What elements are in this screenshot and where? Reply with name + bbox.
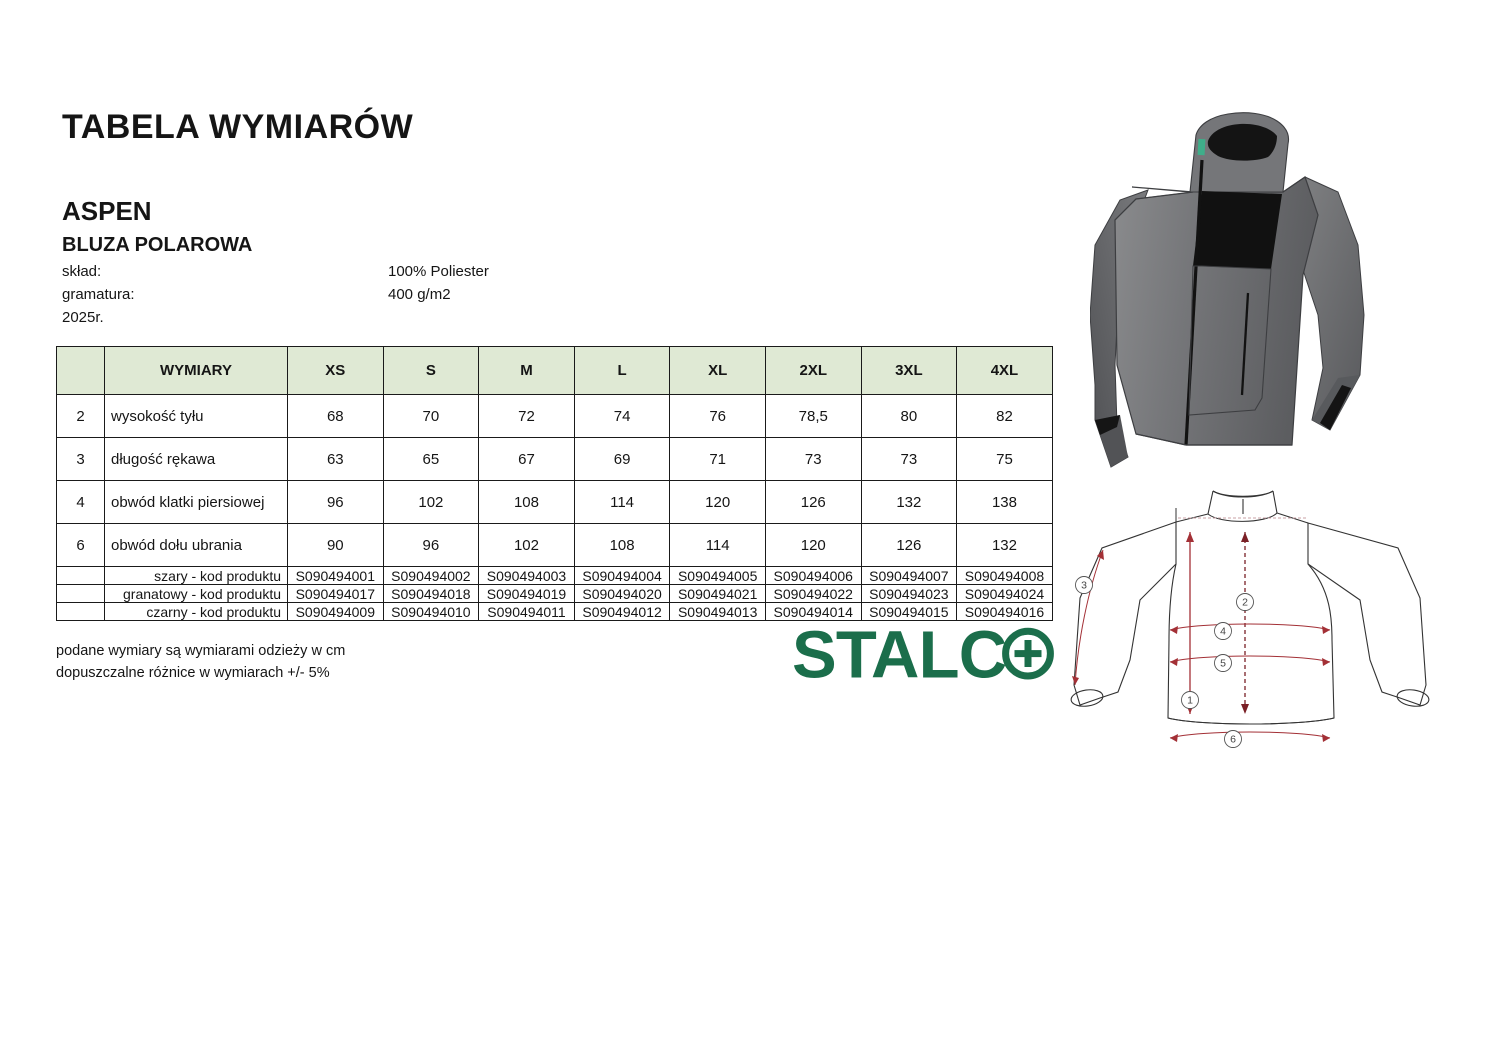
svg-text:3: 3 <box>1081 580 1087 592</box>
svg-text:2: 2 <box>1242 597 1248 609</box>
svg-text:6: 6 <box>1230 734 1236 746</box>
svg-text:STALC: STALC <box>792 625 1006 685</box>
svg-text:4: 4 <box>1220 626 1226 638</box>
svg-text:1: 1 <box>1187 695 1193 707</box>
svg-text:5: 5 <box>1220 658 1226 670</box>
